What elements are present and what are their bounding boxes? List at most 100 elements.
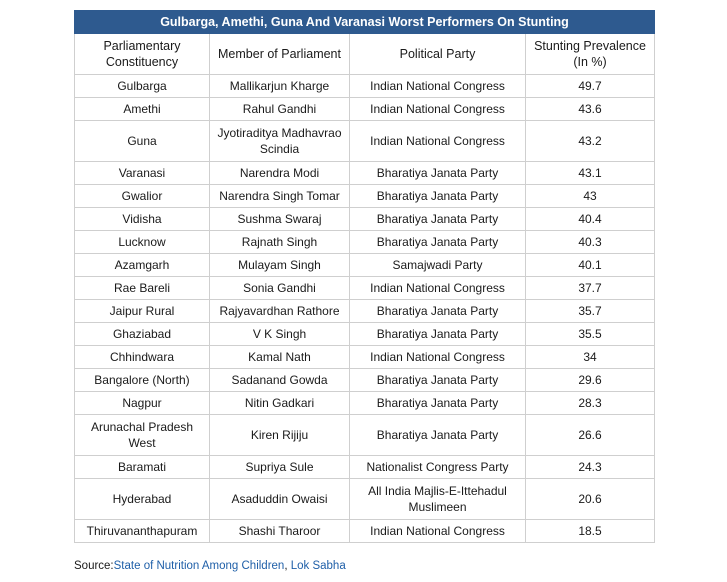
cell-party: All India Majlis-E-Ittehadul Muslimeen: [349, 478, 526, 520]
cell-stunting: 26.6: [524, 414, 656, 456]
table-row: Rae Bareli Sonia Gandhi Indian National …: [74, 276, 656, 300]
cell-constituency: Hyderabad: [74, 478, 210, 520]
cell-member: Rajyavardhan Rathore: [209, 299, 350, 323]
cell-member: Narendra Singh Tomar: [209, 184, 350, 208]
cell-member: Kamal Nath: [209, 345, 350, 369]
table-title-row: Gulbarga, Amethi, Guna And Varanasi Wors…: [73, 10, 656, 34]
cell-stunting: 18.5: [524, 519, 656, 543]
cell-member: Nitin Gadkari: [209, 391, 350, 415]
table-row: Ghaziabad V K Singh Bharatiya Janata Par…: [74, 322, 656, 346]
table-row: Lucknow Rajnath Singh Bharatiya Janata P…: [74, 230, 656, 254]
cell-member: Rahul Gandhi: [209, 97, 350, 121]
cell-party: Indian National Congress: [349, 276, 526, 300]
cell-stunting: 37.7: [524, 276, 656, 300]
source-label: Source:: [74, 560, 114, 572]
cell-constituency: Bangalore (North): [74, 368, 210, 392]
header-member: Member of Parliament: [209, 33, 350, 75]
cell-party: Bharatiya Janata Party: [349, 230, 526, 254]
cell-constituency: Vidisha: [74, 207, 210, 231]
table-row: Vidisha Sushma Swaraj Bharatiya Janata P…: [74, 207, 656, 231]
cell-constituency: Guna: [74, 120, 210, 162]
cell-party: Bharatiya Janata Party: [349, 207, 526, 231]
cell-party: Bharatiya Janata Party: [349, 391, 526, 415]
cell-stunting: 43: [524, 184, 656, 208]
cell-stunting: 34: [524, 345, 656, 369]
cell-stunting: 40.3: [524, 230, 656, 254]
cell-constituency: Jaipur Rural: [74, 299, 210, 323]
table-row: Hyderabad Asaduddin Owaisi All India Maj…: [74, 478, 656, 520]
table-row: Nagpur Nitin Gadkari Bharatiya Janata Pa…: [74, 391, 656, 415]
cell-member: Asaduddin Owaisi: [209, 478, 350, 520]
cell-stunting: 24.3: [524, 455, 656, 479]
cell-constituency: Gulbarga: [74, 74, 210, 98]
table-row: Thiruvananthapuram Shashi Tharoor Indian…: [74, 519, 656, 543]
cell-party: Bharatiya Janata Party: [349, 184, 526, 208]
cell-member: Rajnath Singh: [209, 230, 350, 254]
header-constituency: Parliamentary Constituency: [74, 33, 210, 75]
cell-constituency: Lucknow: [74, 230, 210, 254]
cell-stunting: 43.1: [524, 161, 656, 185]
cell-member: Narendra Modi: [209, 161, 350, 185]
cell-constituency: Thiruvananthapuram: [74, 519, 210, 543]
table-row: Jaipur Rural Rajyavardhan Rathore Bharat…: [74, 299, 656, 323]
cell-stunting: 43.6: [524, 97, 656, 121]
source-line: Source:State of Nutrition Among Children…: [74, 560, 346, 572]
cell-constituency: Gwalior: [74, 184, 210, 208]
cell-constituency: Nagpur: [74, 391, 210, 415]
table-row: Baramati Supriya Sule Nationalist Congre…: [74, 455, 656, 479]
cell-party: Bharatiya Janata Party: [349, 299, 526, 323]
table-row: Gwalior Narendra Singh Tomar Bharatiya J…: [74, 184, 656, 208]
cell-constituency: Chhindwara: [74, 345, 210, 369]
cell-party: Bharatiya Janata Party: [349, 368, 526, 392]
cell-stunting: 29.6: [524, 368, 656, 392]
table-header-row: Parliamentary Constituency Member of Par…: [74, 33, 656, 75]
cell-party: Bharatiya Janata Party: [349, 322, 526, 346]
cell-party: Indian National Congress: [349, 120, 526, 162]
cell-constituency: Amethi: [74, 97, 210, 121]
table-row: Varanasi Narendra Modi Bharatiya Janata …: [74, 161, 656, 185]
cell-stunting: 28.3: [524, 391, 656, 415]
cell-member: Mallikarjun Kharge: [209, 74, 350, 98]
cell-party: Samajwadi Party: [349, 253, 526, 277]
cell-stunting: 49.7: [524, 74, 656, 98]
cell-party: Bharatiya Janata Party: [349, 161, 526, 185]
source-separator: ,: [284, 560, 291, 572]
cell-party: Indian National Congress: [349, 345, 526, 369]
cell-stunting: 35.5: [524, 322, 656, 346]
cell-member: Sonia Gandhi: [209, 276, 350, 300]
stunting-table: Gulbarga, Amethi, Guna And Varanasi Wors…: [73, 10, 656, 543]
cell-stunting: 43.2: [524, 120, 656, 162]
header-party: Political Party: [349, 33, 526, 75]
cell-member: Jyotiraditya Madhavrao Scindia: [209, 120, 350, 162]
table-row: Arunachal Pradesh West Kiren Rijiju Bhar…: [74, 414, 656, 456]
cell-stunting: 40.4: [524, 207, 656, 231]
cell-member: Sushma Swaraj: [209, 207, 350, 231]
cell-stunting: 20.6: [524, 478, 656, 520]
cell-party: Indian National Congress: [349, 97, 526, 121]
table-row: Azamgarh Mulayam Singh Samajwadi Party 4…: [74, 253, 656, 277]
cell-member: Sadanand Gowda: [209, 368, 350, 392]
cell-member: Kiren Rijiju: [209, 414, 350, 456]
cell-member: V K Singh: [209, 322, 350, 346]
cell-stunting: 35.7: [524, 299, 656, 323]
cell-constituency: Baramati: [74, 455, 210, 479]
cell-stunting: 40.1: [524, 253, 656, 277]
cell-party: Bharatiya Janata Party: [349, 414, 526, 456]
cell-constituency: Arunachal Pradesh West: [74, 414, 210, 456]
table-row: Gulbarga Mallikarjun Kharge Indian Natio…: [74, 74, 656, 98]
header-stunting: Stunting Prevalence (In %): [524, 33, 656, 75]
table-row: Guna Jyotiraditya Madhavrao Scindia Indi…: [74, 120, 656, 162]
source-link-lok-sabha[interactable]: Lok Sabha: [290, 560, 346, 572]
cell-constituency: Azamgarh: [74, 253, 210, 277]
cell-party: Indian National Congress: [349, 519, 526, 543]
cell-member: Supriya Sule: [209, 455, 350, 479]
cell-constituency: Varanasi: [74, 161, 210, 185]
cell-member: Mulayam Singh: [209, 253, 350, 277]
cell-constituency: Ghaziabad: [74, 322, 210, 346]
cell-party: Nationalist Congress Party: [349, 455, 526, 479]
table-row: Amethi Rahul Gandhi Indian National Cong…: [74, 97, 656, 121]
cell-constituency: Rae Bareli: [74, 276, 210, 300]
source-link-nutrition[interactable]: State of Nutrition Among Children: [113, 560, 285, 572]
table-row: Bangalore (North) Sadanand Gowda Bharati…: [74, 368, 656, 392]
